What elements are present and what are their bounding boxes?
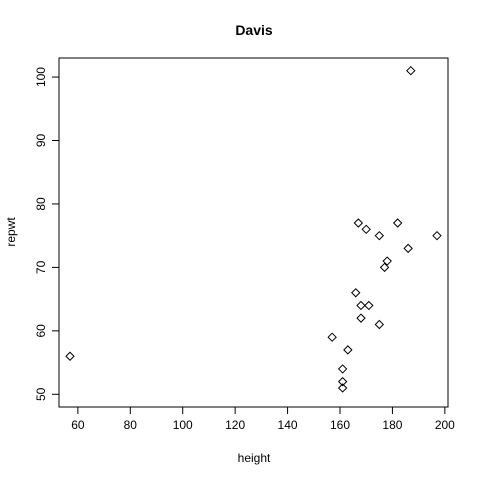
y-axis-label: repwt	[4, 217, 18, 247]
x-tick-label: 100	[173, 418, 193, 432]
data-point	[353, 218, 364, 228]
x-tick-label: 160	[330, 418, 350, 432]
plot-frame	[58, 57, 449, 408]
x-tick-label: 60	[71, 418, 85, 432]
x-tick-label: 80	[124, 418, 138, 432]
x-tick-label: 200	[435, 418, 455, 432]
data-point	[337, 383, 348, 393]
data-point	[382, 256, 392, 266]
data-point	[403, 243, 413, 254]
data-point	[392, 218, 403, 228]
y-tick-label: 70	[34, 260, 48, 274]
x-tick-label: 120	[225, 418, 245, 432]
x-axis: 60 80 100 120 140 160 180 200	[71, 406, 455, 432]
data-points	[65, 65, 442, 393]
data-point	[361, 224, 371, 235]
data-point	[356, 300, 366, 311]
x-tick-label: 140	[278, 418, 298, 432]
data-point	[337, 376, 348, 387]
data-point	[374, 319, 385, 330]
data-point	[356, 313, 366, 323]
chart-title: Davis	[235, 22, 273, 38]
y-tick-label: 80	[34, 197, 48, 211]
data-point	[432, 230, 442, 241]
y-tick-label: 50	[34, 387, 48, 401]
y-tick-label: 100	[34, 67, 48, 87]
data-point	[406, 65, 416, 76]
data-point	[65, 351, 75, 361]
data-point	[351, 288, 361, 298]
y-axis: 50 60 70 80 90 100	[34, 67, 60, 401]
data-point	[327, 332, 337, 342]
data-point	[379, 262, 390, 273]
data-point	[364, 300, 374, 311]
x-axis-label: height	[238, 451, 271, 465]
data-point	[337, 364, 348, 374]
x-tick-label: 180	[382, 418, 402, 432]
data-point	[343, 345, 353, 355]
data-point	[374, 230, 385, 241]
y-tick-label: 60	[34, 324, 48, 338]
y-tick-label: 90	[34, 133, 48, 147]
